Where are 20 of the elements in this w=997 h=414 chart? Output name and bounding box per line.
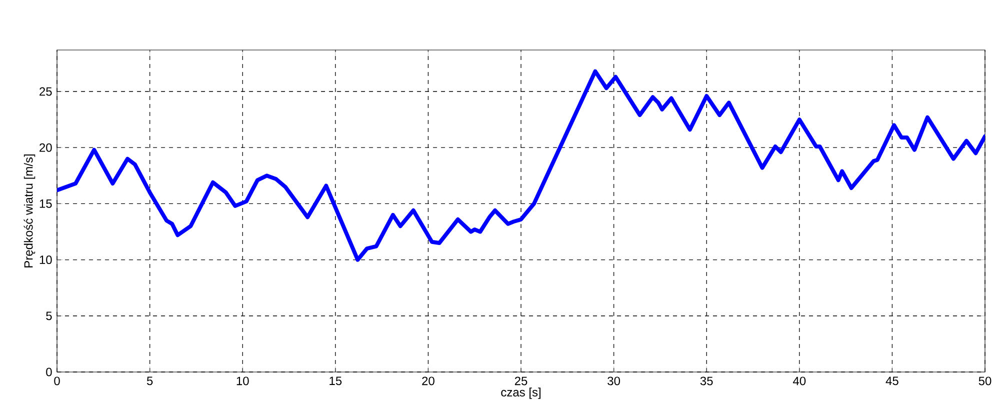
x-tick-label: 10 [236,376,249,386]
x-tick-label: 0 [54,376,60,386]
x-tick-label: 20 [422,376,434,386]
y-tick-label: 20 [40,143,52,152]
x-tick-label: 35 [700,376,713,386]
x-tick-label: 15 [330,376,342,386]
y-axis-title: Prędkość wiatru [m/s] [24,154,36,268]
y-tick-label: 5 [46,312,52,320]
x-tick-label: 25 [514,376,528,386]
x-tick-label: 30 [608,376,620,386]
x-tick-label: 45 [886,376,898,386]
y-tick-label: 10 [40,256,52,264]
x-tick-label: 50 [978,376,992,386]
y-tick-label: 0 [46,368,52,376]
line-series [57,69,985,262]
x-tick-label: 40 [792,376,806,386]
x-tick-label: 5 [146,376,153,386]
y-tick-label: 25 [40,87,52,96]
x-axis-title: czas [s] [501,388,540,399]
y-tick-label: 15 [40,200,52,208]
